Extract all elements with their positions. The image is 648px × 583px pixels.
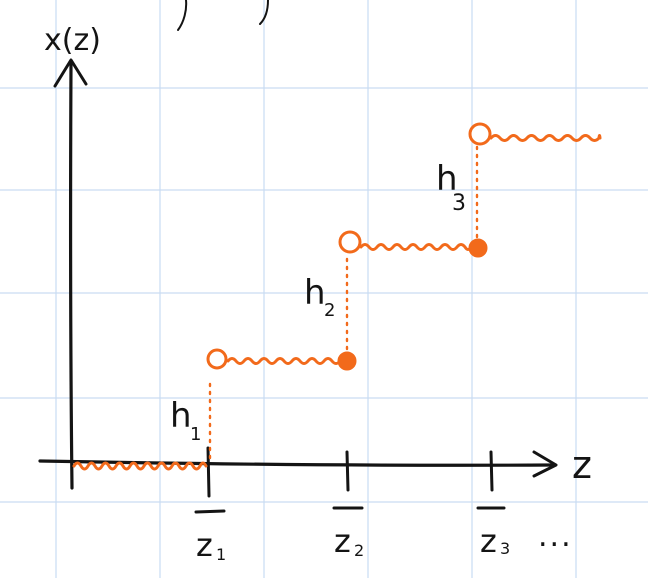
process-segment-3 xyxy=(489,134,602,142)
jump-point-z3: z xyxy=(480,522,497,560)
y-axis xyxy=(53,58,88,490)
closed-circle-1 xyxy=(337,351,357,371)
open-circle-2 xyxy=(338,230,362,254)
jump-point-z2: z xyxy=(334,522,351,560)
jump-height-label-1: h 1 xyxy=(170,396,201,445)
jump-point-z1: z xyxy=(196,526,213,564)
tick-z3 xyxy=(489,450,494,492)
process-segment-0 xyxy=(72,461,208,471)
y-axis-arrowhead xyxy=(53,58,88,88)
jump-point-label-2: z 2 xyxy=(334,522,364,560)
y-axis-label: x(z) xyxy=(44,23,101,58)
bar-z1 xyxy=(194,509,226,514)
tick-z2 xyxy=(345,450,350,492)
x-axis-label: z xyxy=(572,443,592,487)
ellipsis: ... xyxy=(538,519,573,554)
process-segment-1 xyxy=(226,357,342,365)
cropped-text-fragments xyxy=(177,0,269,31)
jump-point-sub-3: 3 xyxy=(500,539,510,558)
jump-height-h3: h xyxy=(436,159,458,199)
jump-height-sub-1: 1 xyxy=(190,424,201,445)
jump-point-sub-1: 1 xyxy=(216,545,226,564)
x-axis-arrowhead xyxy=(532,450,558,478)
closed-circle-2 xyxy=(468,238,488,258)
jump-point-sub-2: 2 xyxy=(354,541,364,560)
jump-height-h1: h xyxy=(170,396,192,436)
open-circle-3 xyxy=(468,122,492,146)
jump-height-sub-2: 2 xyxy=(324,300,335,321)
tick-z1 xyxy=(206,446,211,498)
process-segment-2 xyxy=(359,243,473,251)
jump-height-label-3: h 3 xyxy=(436,159,466,216)
jump-height-label-2: h 2 xyxy=(304,273,335,321)
jump-point-label-3: z 3 xyxy=(480,522,510,560)
jump-height-h2: h xyxy=(304,273,326,313)
open-circle-1 xyxy=(206,348,228,370)
jump-point-label-1: z 1 xyxy=(196,526,226,564)
jump-height-sub-3: 3 xyxy=(452,191,466,216)
